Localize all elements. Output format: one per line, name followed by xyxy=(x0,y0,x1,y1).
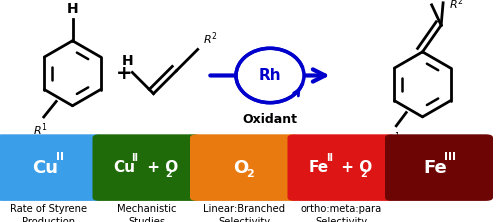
Text: II: II xyxy=(326,153,334,163)
Text: II: II xyxy=(132,153,138,163)
Text: III: III xyxy=(444,151,456,162)
Text: 2: 2 xyxy=(246,169,254,179)
FancyBboxPatch shape xyxy=(0,134,103,201)
Text: Oxidant: Oxidant xyxy=(242,113,298,126)
Text: $R^2$: $R^2$ xyxy=(202,31,218,47)
Text: $R^2$: $R^2$ xyxy=(448,0,464,12)
Text: Fe: Fe xyxy=(309,160,329,175)
Text: H: H xyxy=(122,54,133,68)
Text: $R^1$: $R^1$ xyxy=(33,121,48,138)
Text: Fe: Fe xyxy=(423,159,447,177)
FancyBboxPatch shape xyxy=(190,134,298,201)
Text: Mechanistic
Studies: Mechanistic Studies xyxy=(117,204,176,222)
Text: 2: 2 xyxy=(166,169,172,179)
Text: Cu: Cu xyxy=(113,160,135,175)
Ellipse shape xyxy=(236,48,304,103)
Text: Rate of Styrene
Production: Rate of Styrene Production xyxy=(10,204,88,222)
Text: H: H xyxy=(66,2,78,16)
Text: 2: 2 xyxy=(360,169,368,179)
Text: Linear:Branched
Selectivity: Linear:Branched Selectivity xyxy=(203,204,285,222)
Text: $R^1$: $R^1$ xyxy=(386,130,401,147)
Text: II: II xyxy=(56,151,64,162)
Text: ortho:meta:para
Selectivity: ortho:meta:para Selectivity xyxy=(301,204,382,222)
Text: + O: + O xyxy=(336,160,373,175)
FancyBboxPatch shape xyxy=(288,134,396,201)
FancyBboxPatch shape xyxy=(92,134,200,201)
Text: Rh: Rh xyxy=(258,68,281,83)
Text: +: + xyxy=(116,64,132,83)
Text: O: O xyxy=(234,159,248,177)
Text: Cu: Cu xyxy=(32,159,58,177)
FancyBboxPatch shape xyxy=(385,134,493,201)
Text: + O: + O xyxy=(142,160,178,175)
